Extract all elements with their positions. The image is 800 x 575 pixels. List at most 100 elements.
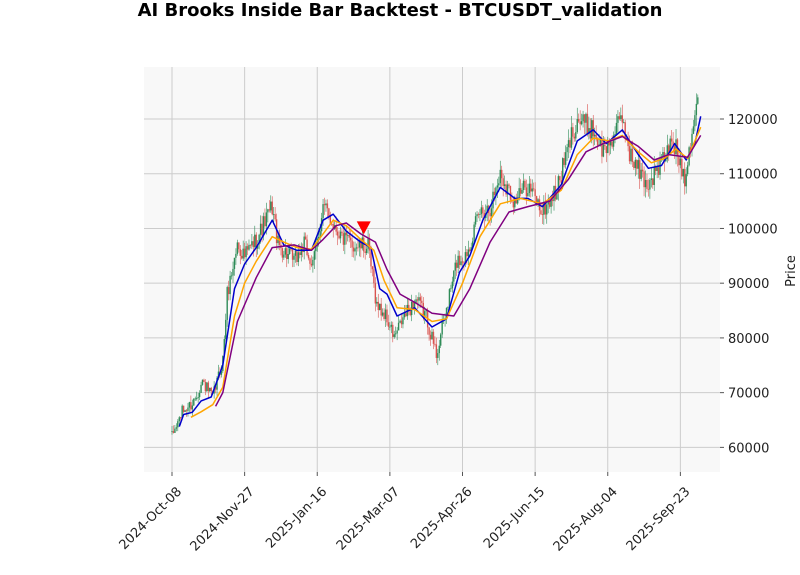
- candle-body: [641, 169, 644, 172]
- candle-body: [457, 255, 459, 268]
- candle-body: [310, 263, 313, 266]
- candle-body: [171, 431, 173, 432]
- candle-body: [312, 259, 314, 266]
- candle-body: [201, 379, 204, 385]
- candle-body: [451, 281, 454, 289]
- candle-body: [460, 261, 462, 265]
- candle-body: [246, 246, 249, 250]
- candle-body: [381, 312, 384, 316]
- grid-lines: [144, 67, 720, 472]
- candle-body: [397, 322, 400, 331]
- candle-body: [307, 255, 310, 259]
- candle-body: [185, 410, 188, 412]
- candle-body: [345, 232, 348, 236]
- candle-body: [557, 176, 560, 193]
- candle-body: [515, 198, 517, 204]
- candle-body: [505, 184, 507, 195]
- candle-body: [229, 275, 231, 295]
- candle-body: [692, 126, 695, 134]
- candle-body: [595, 134, 597, 139]
- candle-body: [479, 214, 481, 215]
- candle-body: [255, 234, 257, 249]
- candle-body: [544, 201, 546, 215]
- x-tick-label: 2024-Oct-08: [117, 484, 185, 552]
- candle-body: [580, 121, 583, 125]
- candle-body: [348, 234, 350, 238]
- candle-body: [326, 203, 329, 209]
- candle-body: [589, 128, 592, 139]
- candle-body: [604, 144, 606, 147]
- candle-body: [591, 120, 593, 139]
- y-tick-label: 70000: [728, 387, 769, 402]
- candle-body: [458, 255, 461, 265]
- candle-body: [198, 392, 201, 398]
- candle-body: [191, 405, 194, 410]
- candle-body: [516, 199, 519, 204]
- candle-body: [501, 169, 503, 179]
- candle-body: [438, 345, 440, 354]
- candle-body: [678, 156, 680, 166]
- candle-body: [187, 407, 189, 411]
- candle-body: [624, 122, 626, 140]
- candle-body: [210, 387, 212, 392]
- candle-body: [643, 171, 645, 188]
- candle-body: [618, 116, 621, 120]
- candle-body: [241, 255, 243, 259]
- candle-body: [336, 231, 339, 236]
- candle-body: [315, 246, 317, 252]
- candle-body: [368, 238, 371, 251]
- candle-body: [193, 398, 195, 406]
- candle-body: [172, 431, 175, 433]
- candle-body: [249, 244, 252, 246]
- candle-body: [543, 201, 545, 215]
- candle-body: [464, 252, 467, 263]
- candle-body: [265, 212, 268, 227]
- candle-body: [238, 242, 240, 250]
- candle-body: [386, 309, 388, 323]
- candle-body: [323, 204, 326, 206]
- candle-body: [394, 333, 397, 335]
- candle-body: [325, 203, 327, 206]
- x-tick-label: 2024-Nov-27: [188, 484, 258, 554]
- candle-body: [373, 269, 375, 284]
- candle-body: [440, 334, 442, 346]
- candle-body: [287, 254, 289, 260]
- candle-body: [431, 331, 433, 340]
- candle-body: [200, 384, 202, 393]
- x-tick-label: 2025-Jun-15: [481, 484, 548, 551]
- candle-body: [194, 398, 196, 400]
- candle-body: [389, 326, 391, 328]
- candle-body: [408, 304, 410, 311]
- candle-body: [220, 371, 223, 375]
- candle-body: [377, 301, 379, 311]
- candle-body: [403, 313, 406, 318]
- candle-body: [593, 134, 596, 137]
- candle-body: [550, 199, 552, 207]
- candle-body: [569, 140, 571, 148]
- candle-body: [634, 159, 637, 169]
- candle-body: [599, 138, 602, 145]
- candle-body: [662, 152, 664, 158]
- y-tick-label: 110000: [728, 168, 778, 183]
- candle-body: [304, 236, 307, 240]
- candle-body: [342, 233, 345, 245]
- candle-body: [270, 201, 272, 211]
- candle-body: [243, 248, 246, 258]
- candle-body: [374, 283, 377, 304]
- candle-body: [383, 312, 385, 319]
- candle-body: [393, 334, 395, 337]
- candle-body: [640, 169, 642, 179]
- candle-body: [508, 184, 510, 186]
- candle-body: [365, 248, 368, 253]
- candle-body: [226, 287, 228, 320]
- candle-body: [473, 224, 475, 242]
- moving-average-line-2: [190, 126, 702, 418]
- candle-body: [455, 262, 458, 268]
- candle-body: [300, 247, 302, 255]
- candle-body: [453, 270, 455, 282]
- candle-body: [230, 275, 233, 277]
- candle-body: [649, 179, 651, 190]
- candle-body: [682, 169, 684, 177]
- candle-body: [445, 307, 448, 319]
- candle-body: [486, 205, 488, 214]
